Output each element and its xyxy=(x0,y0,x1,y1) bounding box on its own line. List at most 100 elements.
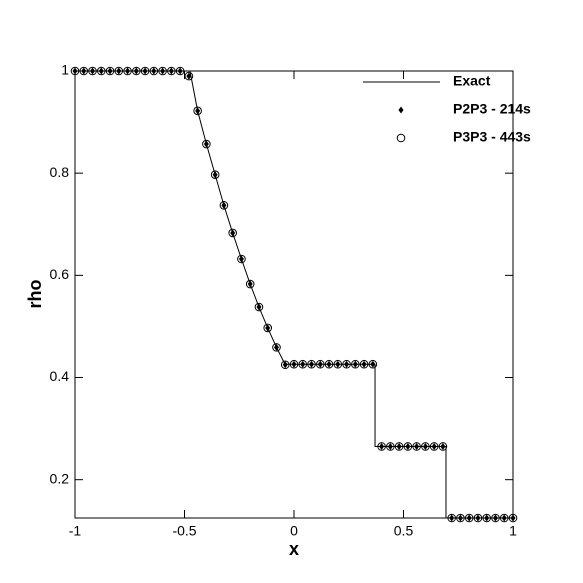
point xyxy=(475,514,481,522)
point xyxy=(473,513,483,523)
point xyxy=(510,514,516,522)
point xyxy=(298,359,308,369)
point xyxy=(361,360,367,368)
point xyxy=(186,72,192,80)
point xyxy=(123,66,132,76)
point xyxy=(193,106,202,116)
point xyxy=(394,442,404,451)
point xyxy=(195,107,201,115)
point xyxy=(403,442,413,451)
legend-label: P2P3 - 214s xyxy=(453,101,531,117)
point xyxy=(167,66,176,76)
legend-marker xyxy=(398,106,404,114)
point xyxy=(324,359,334,369)
point xyxy=(359,359,369,369)
x-tick-label: 1 xyxy=(509,523,517,539)
point xyxy=(457,514,463,522)
point xyxy=(228,228,237,238)
point xyxy=(203,140,209,148)
point xyxy=(265,324,271,332)
point xyxy=(499,513,509,523)
point xyxy=(72,67,78,75)
point xyxy=(482,513,492,523)
point xyxy=(438,442,448,451)
point xyxy=(81,67,87,75)
y-tick-label: 0.8 xyxy=(50,164,70,180)
point xyxy=(245,279,255,289)
point xyxy=(414,442,420,450)
point xyxy=(107,67,113,75)
point xyxy=(344,360,350,368)
point xyxy=(90,67,96,75)
x-tick-label: -1 xyxy=(69,523,82,539)
point xyxy=(177,67,183,75)
point xyxy=(456,513,465,523)
point xyxy=(466,514,472,522)
point xyxy=(351,359,360,369)
point xyxy=(307,359,316,369)
plot-frame xyxy=(74,70,514,519)
point xyxy=(280,360,290,370)
point xyxy=(431,442,437,450)
legend-label: P3P3 - 443s xyxy=(453,129,531,145)
point xyxy=(272,343,281,352)
point xyxy=(326,360,332,368)
point xyxy=(158,66,167,76)
point xyxy=(333,359,343,369)
point xyxy=(405,442,411,450)
point xyxy=(368,359,378,369)
point xyxy=(501,514,507,522)
point xyxy=(151,67,157,75)
point xyxy=(149,66,159,76)
y-tick-label: 0.4 xyxy=(50,368,70,384)
legend-label: Exact xyxy=(453,73,491,89)
point xyxy=(96,66,106,76)
point xyxy=(132,66,141,76)
point xyxy=(175,66,185,76)
point xyxy=(492,514,498,522)
point xyxy=(387,442,393,450)
point xyxy=(317,360,323,368)
point xyxy=(291,360,297,368)
point xyxy=(256,303,262,311)
point xyxy=(116,67,122,75)
point xyxy=(212,171,218,179)
point xyxy=(210,170,220,180)
point xyxy=(125,67,131,75)
legend-marker xyxy=(396,133,406,143)
point xyxy=(142,67,148,75)
point xyxy=(282,361,288,369)
point xyxy=(263,323,273,333)
point xyxy=(140,66,150,76)
point xyxy=(133,67,139,75)
point xyxy=(508,513,518,523)
point xyxy=(219,201,229,210)
x-tick-label: 0 xyxy=(290,523,298,539)
point xyxy=(335,360,341,368)
point xyxy=(160,67,166,75)
point xyxy=(300,360,306,368)
point xyxy=(247,280,253,288)
point xyxy=(412,442,421,451)
point xyxy=(309,360,315,368)
point xyxy=(168,67,174,75)
point xyxy=(449,514,455,522)
point xyxy=(464,513,474,523)
data-line xyxy=(75,70,513,519)
point xyxy=(315,359,325,369)
point xyxy=(238,255,244,263)
point xyxy=(289,359,299,369)
point xyxy=(377,442,386,451)
y-tick-label: 1 xyxy=(61,62,69,78)
point xyxy=(440,442,446,450)
point xyxy=(379,442,385,450)
point xyxy=(421,442,430,451)
point xyxy=(342,359,351,369)
point xyxy=(202,139,211,149)
y-axis-label: rho xyxy=(25,280,45,309)
point xyxy=(491,513,500,523)
point xyxy=(221,201,227,209)
x-axis-label: x xyxy=(289,539,299,559)
point xyxy=(370,360,376,368)
